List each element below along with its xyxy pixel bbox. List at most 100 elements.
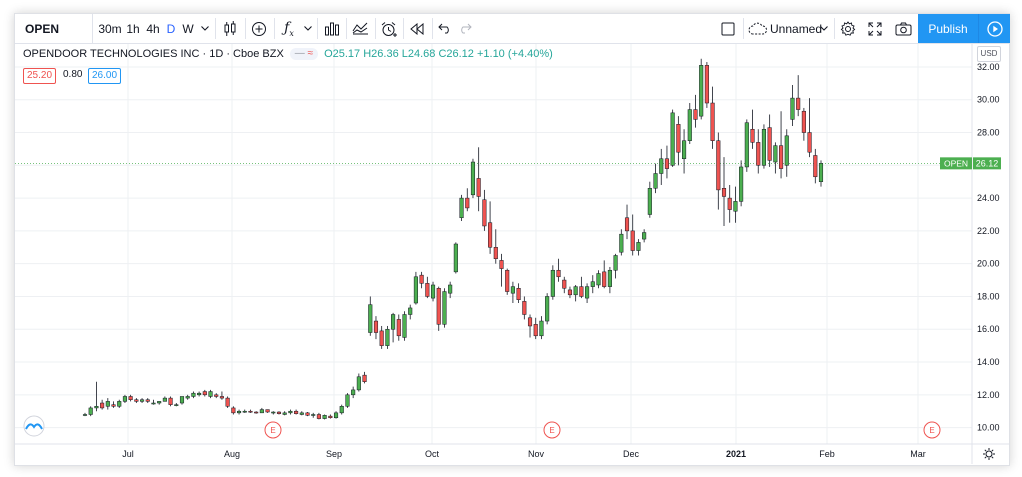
- chart-settings-button[interactable]: [837, 14, 859, 43]
- layout-dropdown-button[interactable]: [817, 14, 831, 43]
- price-chart[interactable]: 10.00 12.00 14.00 16.00 18.00 20.00 22.00 24.00…: [15, 44, 1009, 464]
- templates-button[interactable]: [349, 14, 371, 43]
- candle: [476, 147, 481, 212]
- candle: [185, 394, 190, 400]
- candle: [356, 373, 361, 392]
- interval-4h-button[interactable]: 4h: [143, 14, 163, 43]
- candle-body: [254, 411, 259, 414]
- create-alert-button[interactable]: [377, 14, 399, 43]
- candle-body: [271, 411, 276, 414]
- candle: [362, 371, 367, 384]
- last-price-symbol-box: [940, 157, 972, 170]
- time-axis-settings-button[interactable]: [983, 448, 995, 460]
- candle: [82, 412, 88, 417]
- intervals-dropdown-button[interactable]: [198, 14, 212, 43]
- candle-body: [151, 402, 156, 405]
- undo-button[interactable]: [435, 14, 455, 43]
- candle-body: [624, 217, 630, 232]
- candle: [179, 396, 185, 405]
- candle-body: [739, 166, 744, 202]
- candle-body: [259, 409, 264, 414]
- time-tick-label: Sep: [326, 449, 342, 459]
- candle-body: [539, 320, 544, 337]
- candle-body: [328, 415, 333, 419]
- candle-body: [619, 233, 624, 253]
- snapshot-button[interactable]: [892, 14, 914, 43]
- candle-body: [642, 232, 647, 240]
- currency-badge[interactable]: USD: [977, 46, 1001, 62]
- chevron-down-icon: [201, 26, 209, 31]
- candle: [607, 266, 612, 294]
- publish-button[interactable]: Publish: [918, 14, 978, 43]
- bar-replay-button[interactable]: [406, 14, 428, 43]
- candle-body: [596, 273, 601, 286]
- candle-body: [168, 397, 173, 405]
- indicators-dropdown-button[interactable]: [301, 14, 315, 43]
- candle-body: [305, 412, 310, 416]
- candle-body: [425, 283, 430, 297]
- financials-button[interactable]: [321, 14, 343, 43]
- candle-body: [145, 399, 150, 402]
- candle-body: [82, 414, 88, 416]
- redo-button[interactable]: [455, 14, 475, 43]
- candle: [151, 399, 156, 405]
- price-tick-label: 12.00: [977, 390, 1000, 400]
- candle: [259, 407, 264, 414]
- replay-play-button[interactable]: [978, 14, 1010, 43]
- indicators-button[interactable]: ƒx: [278, 14, 300, 43]
- bid-price-box[interactable]: 25.20: [23, 68, 57, 84]
- candle: [379, 325, 384, 349]
- candle: [767, 114, 772, 167]
- compare-symbol-button[interactable]: [248, 14, 270, 43]
- undo-icon: [438, 23, 449, 34]
- candle: [676, 116, 681, 166]
- earnings-marker[interactable]: E: [923, 421, 941, 439]
- candle: [465, 188, 470, 212]
- candle: [784, 129, 789, 177]
- candle-body: [613, 255, 618, 271]
- price-axis[interactable]: 10.00 12.00 14.00 16.00 18.00 20.00 22.00 24.00…: [977, 62, 1000, 433]
- candle-body: [174, 404, 179, 406]
- candle-body: [482, 199, 487, 227]
- interval-30m-button[interactable]: 30m: [97, 14, 123, 43]
- candle-body: [767, 127, 772, 161]
- candle-body: [602, 271, 607, 287]
- logo[interactable]: [23, 415, 45, 437]
- chart-style-button[interactable]: [219, 14, 241, 43]
- candle-body: [202, 391, 207, 396]
- time-axis[interactable]: Jul Aug Sep Oct Nov Dec 2021 Feb Mar: [122, 449, 926, 459]
- chart-legend[interactable]: OPENDOOR TECHNOLOGIES INC · 1D · Cboe BZ…: [23, 48, 553, 60]
- select-layout-button[interactable]: [715, 14, 741, 43]
- candle-body: [693, 109, 698, 120]
- interval-1h-button[interactable]: 1h: [123, 14, 143, 43]
- price-tick-label: 30.00: [977, 95, 1000, 105]
- symbol-search-button[interactable]: OPEN: [15, 14, 93, 43]
- ask-price-box[interactable]: 26.00: [88, 68, 122, 84]
- candle-body: [208, 391, 213, 397]
- candle-body: [779, 145, 784, 169]
- interval-d-button[interactable]: D: [163, 14, 179, 43]
- candle: [636, 239, 641, 256]
- candle: [790, 84, 795, 126]
- candle-body: [356, 376, 361, 391]
- fullscreen-button[interactable]: [864, 14, 886, 43]
- candle: [197, 391, 202, 397]
- layout-name-button[interactable]: Unnamed: [770, 14, 832, 43]
- candle: [670, 109, 675, 167]
- interval-w-button[interactable]: W: [179, 14, 197, 43]
- candle: [225, 396, 230, 408]
- candle: [430, 281, 436, 302]
- candle: [459, 194, 464, 222]
- candle-body: [499, 260, 504, 269]
- candle: [248, 409, 253, 413]
- earnings-marker[interactable]: E: [264, 421, 282, 439]
- candle: [402, 311, 407, 341]
- candle-body: [105, 401, 110, 407]
- data-status-chip[interactable]: — ≈: [289, 48, 319, 60]
- candle-body: [659, 158, 664, 174]
- candle: [653, 163, 658, 194]
- chart-window: OPEN 30m 1h 4h D W ƒx: [14, 13, 1010, 466]
- cloud-save-status[interactable]: [747, 14, 769, 43]
- earnings-marker[interactable]: E: [543, 421, 561, 439]
